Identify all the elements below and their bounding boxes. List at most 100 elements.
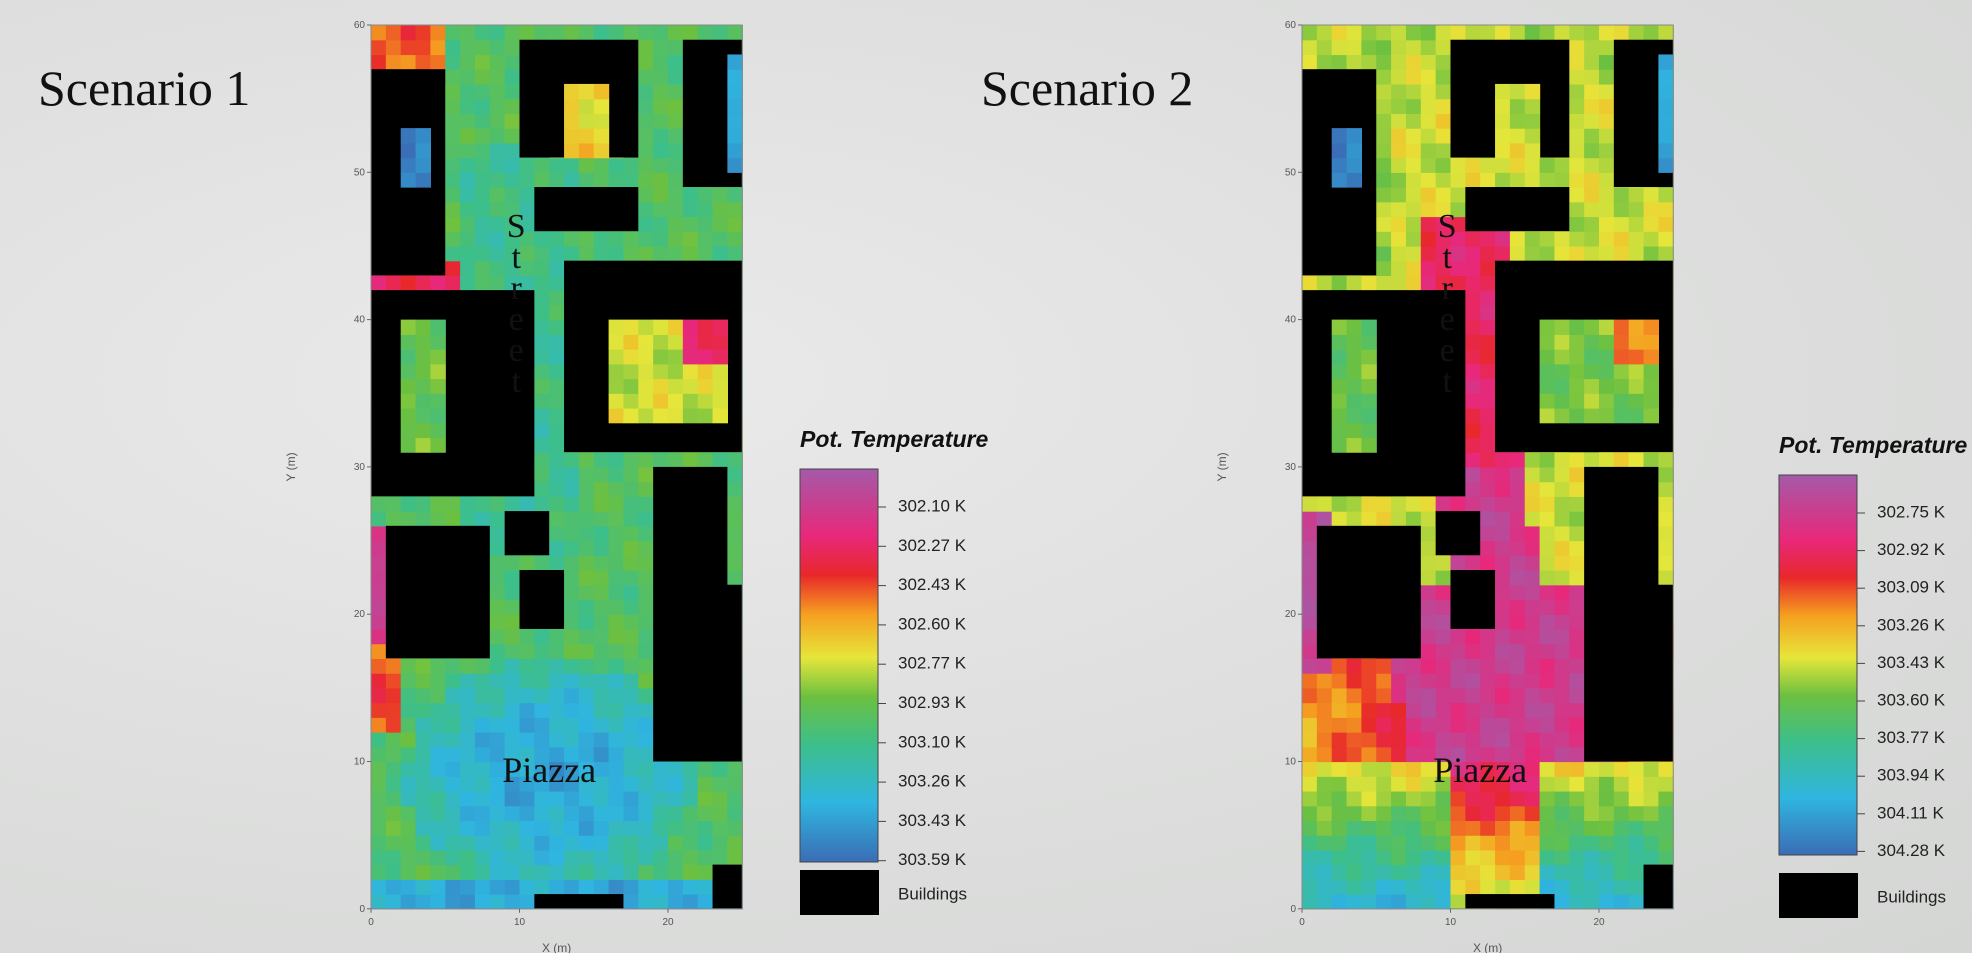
heatmap-cell xyxy=(416,879,431,894)
heatmap-cell xyxy=(668,69,683,84)
heatmap-cell xyxy=(475,732,490,747)
heatmap-cell xyxy=(1495,84,1510,99)
heatmap-cell xyxy=(727,69,742,84)
heatmap-cell xyxy=(1599,865,1614,880)
heatmap-cell xyxy=(416,393,431,408)
heatmap-cell xyxy=(371,791,386,806)
heatmap-cell xyxy=(1584,25,1599,40)
heatmap-cell xyxy=(1376,658,1391,673)
heatmap-cell xyxy=(1436,835,1451,850)
heatmap-cell xyxy=(1554,614,1569,629)
heatmap-cell xyxy=(1658,541,1673,556)
y-axis-label: Y (m) xyxy=(284,452,298,481)
y-tick-label: 30 xyxy=(1285,462,1297,473)
heatmap-cell xyxy=(653,231,668,246)
heatmap-cell xyxy=(401,54,416,69)
heatmap-cell xyxy=(668,364,683,379)
heatmap-cell xyxy=(564,143,579,158)
heatmap-cell xyxy=(1465,246,1480,261)
heatmap-cell xyxy=(1540,762,1555,777)
heatmap-cell xyxy=(638,202,653,217)
heatmap-cell xyxy=(1495,99,1510,114)
heatmap-cell xyxy=(638,570,653,585)
heatmap-cell xyxy=(638,762,653,777)
heatmap-cell xyxy=(1569,349,1584,364)
heatmap-cell xyxy=(638,393,653,408)
heatmap-cell xyxy=(445,54,460,69)
heatmap-cell xyxy=(445,732,460,747)
heatmap-cell xyxy=(1510,231,1525,246)
heatmap-cell xyxy=(1569,526,1584,541)
heatmap-cell xyxy=(460,732,475,747)
heatmap-cell xyxy=(1332,732,1347,747)
heatmap-cell xyxy=(1644,187,1659,202)
heatmap-cell xyxy=(1480,334,1495,349)
heatmap-cell xyxy=(1540,791,1555,806)
heatmap-cell xyxy=(1361,334,1376,349)
heatmap-cell xyxy=(534,305,549,320)
heatmap-cell xyxy=(1451,806,1466,821)
legend-label: 303.10 K xyxy=(898,732,967,751)
building xyxy=(1465,894,1554,909)
heatmap-cell xyxy=(1347,423,1362,438)
heatmap-cell xyxy=(386,703,401,718)
heatmap-cell xyxy=(1361,688,1376,703)
heatmap-cell xyxy=(1614,776,1629,791)
heatmap-cell xyxy=(1436,688,1451,703)
heatmap-cell xyxy=(460,688,475,703)
heatmap-cell xyxy=(1406,688,1421,703)
heatmap-cell xyxy=(475,275,490,290)
heatmap-cell xyxy=(520,555,535,570)
heatmap-cell xyxy=(1658,496,1673,511)
heatmap-cell xyxy=(653,187,668,202)
heatmap-cell xyxy=(460,40,475,55)
heatmap-cell xyxy=(564,99,579,114)
heatmap-cell xyxy=(1525,599,1540,614)
heatmap-cell xyxy=(609,452,624,467)
heatmap-cell xyxy=(579,511,594,526)
heatmap-cell xyxy=(386,717,401,732)
heatmap-cell xyxy=(475,820,490,835)
heatmap-cell xyxy=(1317,688,1332,703)
heatmap-cell xyxy=(1569,599,1584,614)
heatmap-cell xyxy=(1302,762,1317,777)
heatmap-cell xyxy=(1525,496,1540,511)
heatmap-cell xyxy=(579,614,594,629)
heatmap-cell xyxy=(1599,187,1614,202)
x-tick-label: 10 xyxy=(1445,917,1457,928)
heatmap-cell xyxy=(1569,806,1584,821)
heatmap-cell xyxy=(579,84,594,99)
heatmap-cell xyxy=(1332,25,1347,40)
heatmap-cell xyxy=(445,187,460,202)
heatmap-cell xyxy=(1614,25,1629,40)
heatmap-cell xyxy=(1629,393,1644,408)
heatmap-cell xyxy=(564,231,579,246)
heatmap-cell xyxy=(534,408,549,423)
heatmap-cell xyxy=(638,364,653,379)
heatmap-cell xyxy=(1391,820,1406,835)
heatmap-cell xyxy=(430,437,445,452)
heatmap-cell xyxy=(505,99,520,114)
heatmap-cell xyxy=(371,717,386,732)
heatmap-cell xyxy=(623,364,638,379)
heatmap-cell xyxy=(1554,231,1569,246)
heatmap-cell xyxy=(1644,408,1659,423)
heatmap-cell xyxy=(653,452,668,467)
heatmap-cell xyxy=(653,216,668,231)
heatmap-cell xyxy=(430,688,445,703)
heatmap-cell xyxy=(727,99,742,114)
heatmap-cell xyxy=(1480,820,1495,835)
heatmap-cell xyxy=(1644,791,1659,806)
legend-label: 302.92 K xyxy=(1877,540,1946,559)
heatmap-cell xyxy=(1347,143,1362,158)
heatmap-cell xyxy=(1406,732,1421,747)
heatmap-cell xyxy=(1554,158,1569,173)
heatmap-cell xyxy=(1525,172,1540,187)
heatmap-cell xyxy=(668,216,683,231)
heatmap-cell xyxy=(623,246,638,261)
heatmap-cell xyxy=(1361,776,1376,791)
heatmap-cell xyxy=(1406,747,1421,762)
heatmap-cell xyxy=(1510,599,1525,614)
heatmap-cell xyxy=(1361,275,1376,290)
heatmap-cell xyxy=(698,187,713,202)
